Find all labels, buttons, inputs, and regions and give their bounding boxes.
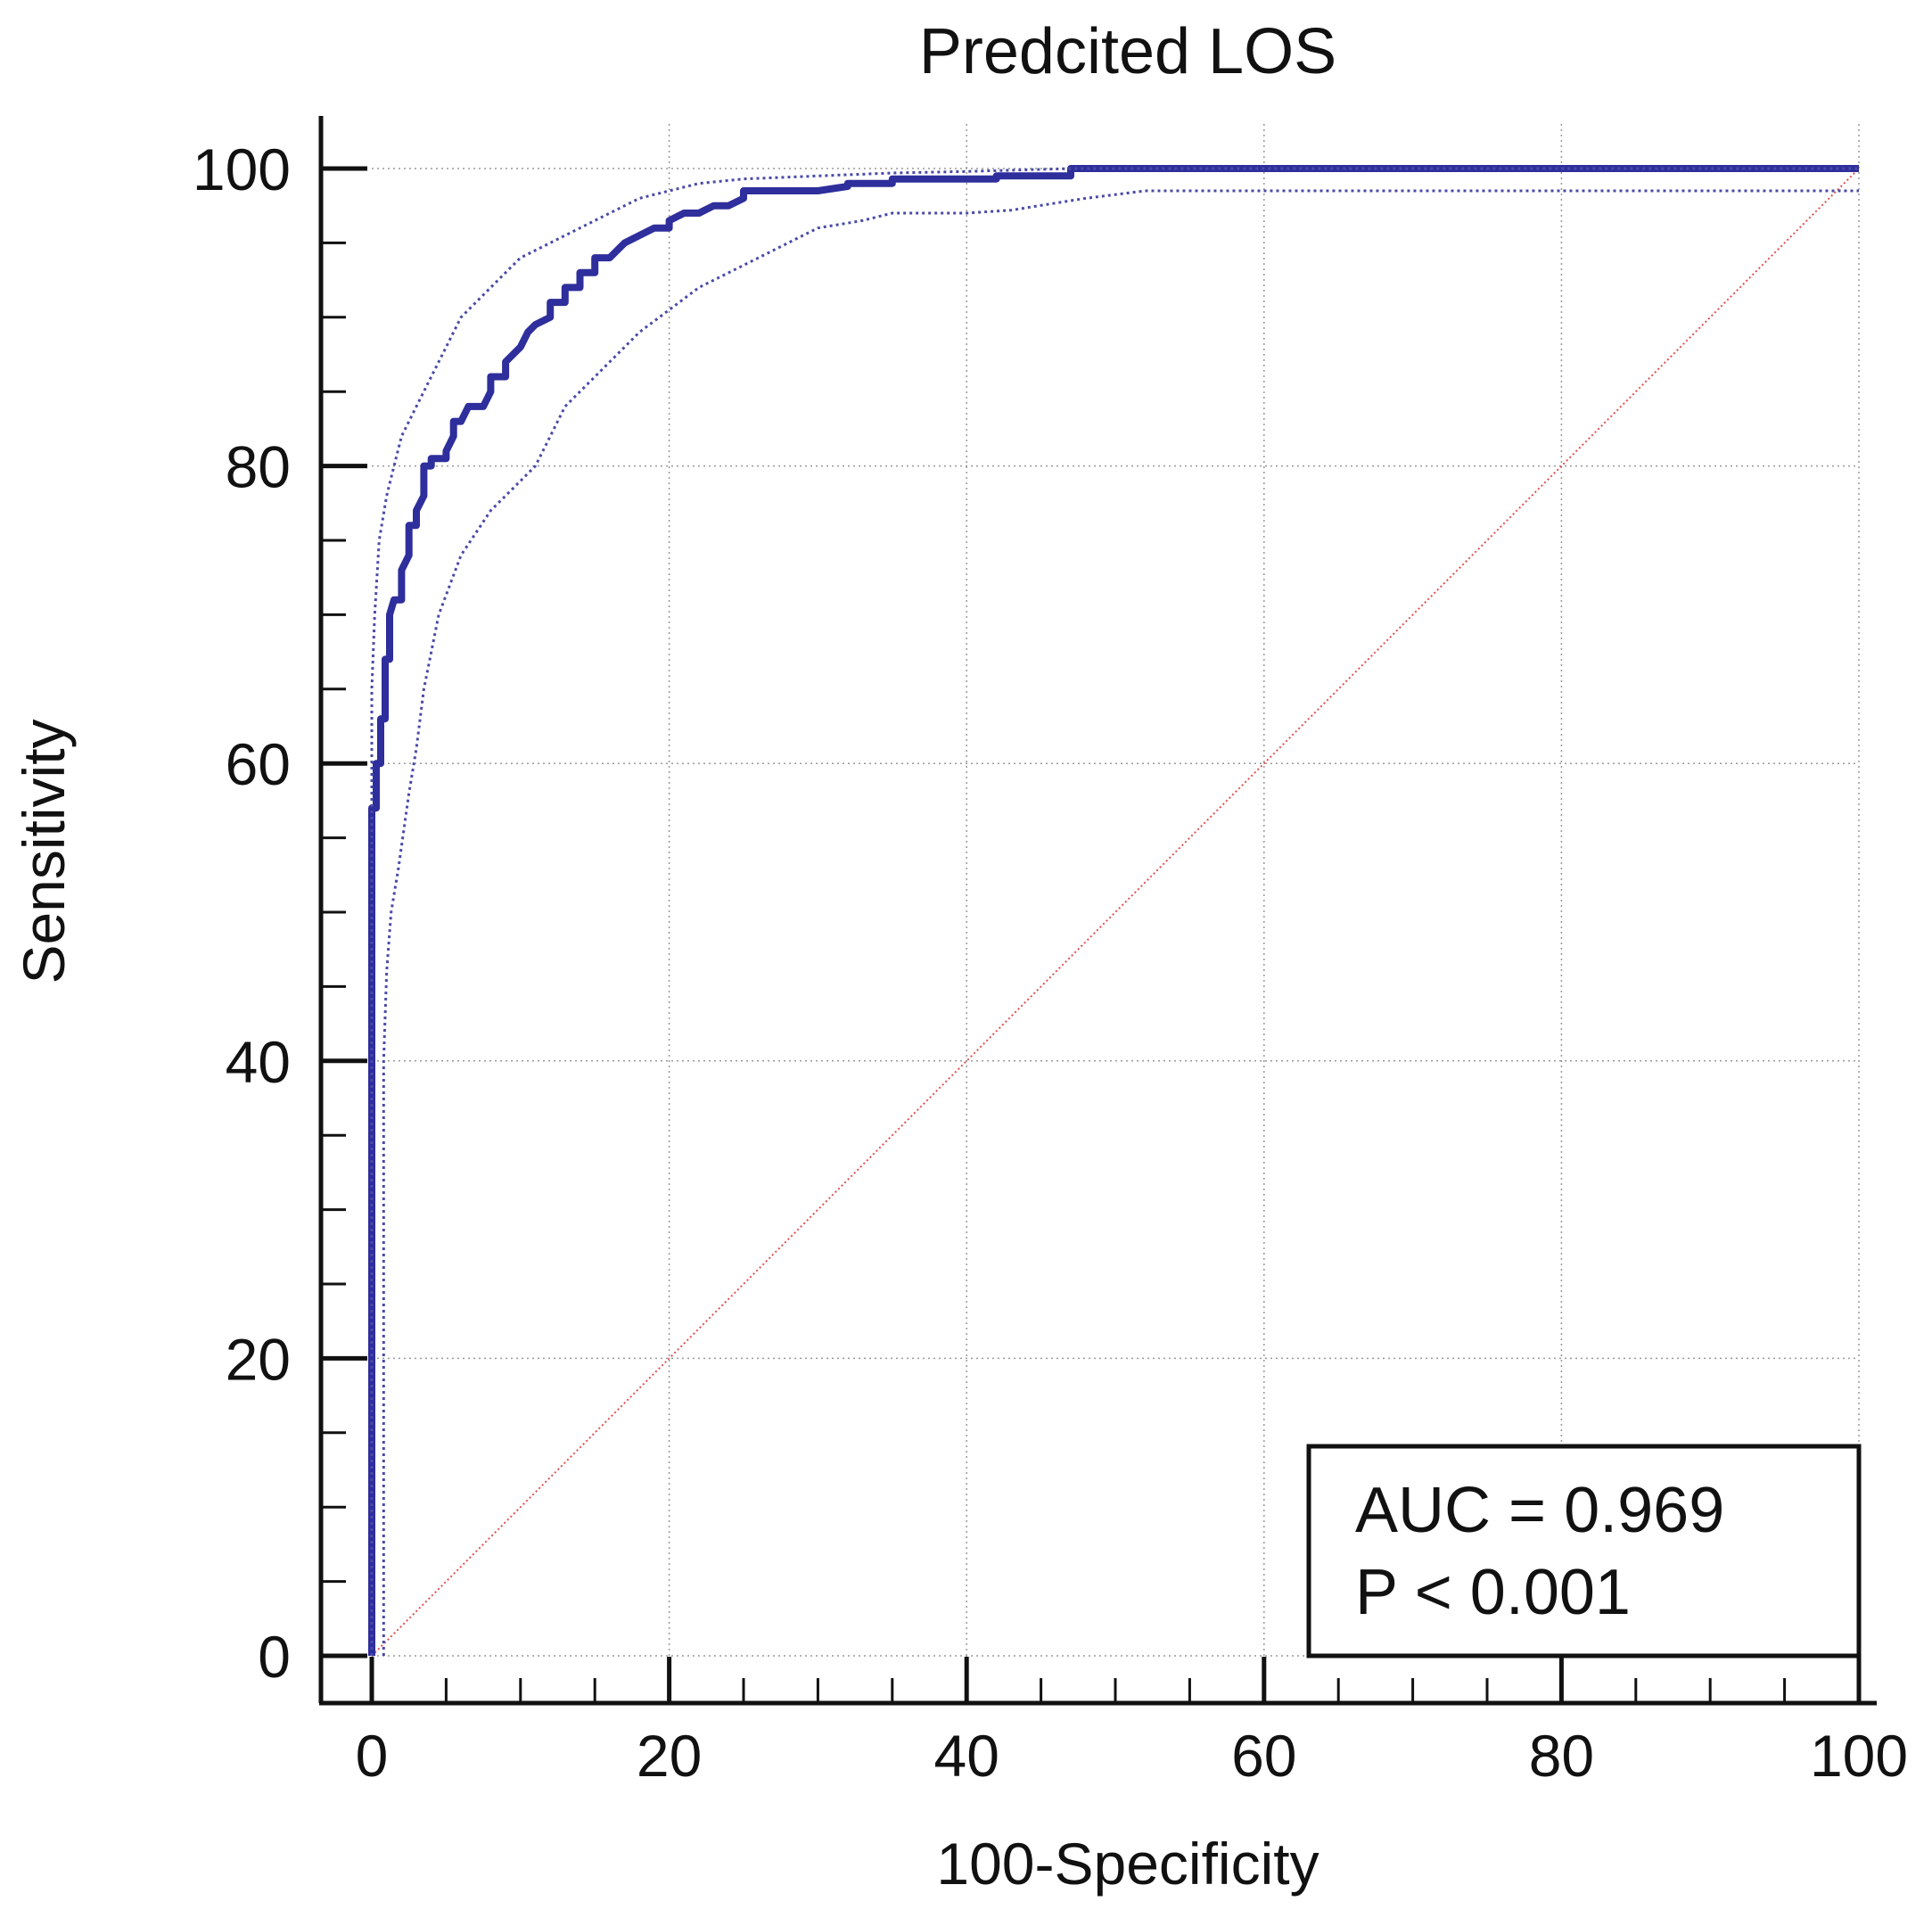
x-tick-label: 20 xyxy=(637,1723,702,1789)
y-tick-label: 80 xyxy=(226,434,291,500)
grid-lines xyxy=(372,124,1860,1657)
x-tick-label: 40 xyxy=(933,1723,999,1789)
x-tick-label: 100 xyxy=(1810,1723,1908,1789)
roc-curves xyxy=(368,165,1859,1656)
x-tick-labels: 0 20 40 60 80 100 xyxy=(356,1723,1908,1789)
p-value-text: P < 0.001 xyxy=(1355,1557,1631,1628)
legend-border xyxy=(1306,1444,1862,1658)
auc-text: AUC = 0.969 xyxy=(1355,1475,1724,1546)
x-tick-label: 0 xyxy=(356,1723,389,1789)
reference-line-group xyxy=(371,168,1860,1657)
x-tick-label: 60 xyxy=(1231,1723,1296,1789)
x-tick-label: 80 xyxy=(1529,1723,1594,1789)
auc-legend-box: AUC = 0.969 P < 0.001 xyxy=(1306,1444,1862,1658)
y-axis-label: Sensitivity xyxy=(11,719,77,984)
y-tick-label: 20 xyxy=(226,1326,291,1392)
series-reference-line xyxy=(371,168,1860,1657)
y-tick-labels: 0 20 40 60 80 100 xyxy=(193,136,291,1690)
series-upper-95-ci xyxy=(370,167,1859,1656)
chart-title: Predcited LOS xyxy=(919,16,1336,87)
series-roc-curve xyxy=(368,165,1859,1656)
y-tick-label: 40 xyxy=(226,1029,291,1095)
y-tick-label: 0 xyxy=(258,1624,291,1690)
y-tick-label: 60 xyxy=(226,731,291,797)
axes xyxy=(318,116,1877,1706)
series-lower-95-ci xyxy=(382,189,1859,1656)
y-tick-label: 100 xyxy=(193,136,291,202)
x-axis-label: 100-Specificity xyxy=(936,1831,1319,1897)
